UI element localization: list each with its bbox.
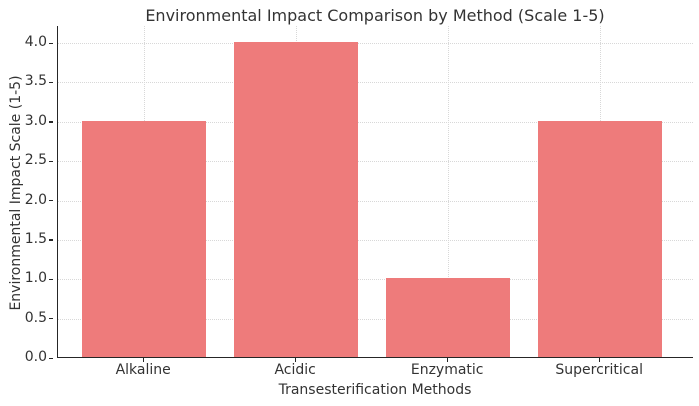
x-axis-label: Transesterification Methods: [278, 382, 472, 398]
chart-title: Environmental Impact Comparison by Metho…: [145, 6, 605, 25]
x-axis-tick: [294, 358, 296, 362]
y-axis-tick: [49, 200, 53, 202]
y-axis-tick: [49, 239, 53, 241]
y-tick-label: 4.0: [24, 34, 47, 50]
horizontal-gridline: [58, 82, 693, 84]
y-tick-label: 2.5: [24, 152, 47, 169]
horizontal-gridline: [58, 121, 693, 123]
x-tick-label: Alkaline: [115, 362, 171, 378]
horizontal-gridline: [58, 318, 693, 320]
y-tick-label: 1.0: [24, 270, 47, 287]
y-tick-label: 0.5: [24, 309, 47, 326]
horizontal-gridline: [58, 279, 693, 281]
y-axis-tick: [49, 278, 53, 281]
vertical-gridline: [448, 26, 450, 357]
x-tick-label: Supercritical: [555, 362, 643, 378]
x-axis-tick: [598, 358, 600, 362]
y-axis-tick: [49, 357, 53, 359]
x-tick-label: Enzymatic: [410, 362, 484, 378]
horizontal-gridline: [58, 239, 693, 241]
bar-enzymatic: [386, 278, 511, 357]
plot-area: [57, 26, 693, 358]
horizontal-gridline: [58, 200, 693, 202]
horizontal-gridline: [58, 43, 693, 44]
y-axis-tick: [49, 318, 53, 320]
y-axis-tick: [49, 121, 53, 123]
y-tick-label: 2.0: [24, 191, 47, 208]
x-tick-label: Acidic: [274, 362, 316, 378]
bar-acidic: [234, 42, 359, 357]
bar-alkaline: [82, 120, 207, 357]
y-tick-label: 3.0: [24, 112, 47, 129]
y-tick-label: 3.5: [24, 73, 47, 90]
x-axis-tick: [446, 358, 448, 362]
bar-supercritical: [538, 120, 663, 357]
horizontal-gridline: [58, 161, 693, 163]
y-tick-label: 0.0: [24, 349, 47, 365]
y-axis-tick: [49, 81, 53, 84]
y-axis-tick: [49, 42, 53, 44]
x-axis-tick: [142, 358, 144, 362]
y-axis-tick: [49, 160, 53, 162]
y-tick-label: 1.5: [24, 230, 47, 247]
